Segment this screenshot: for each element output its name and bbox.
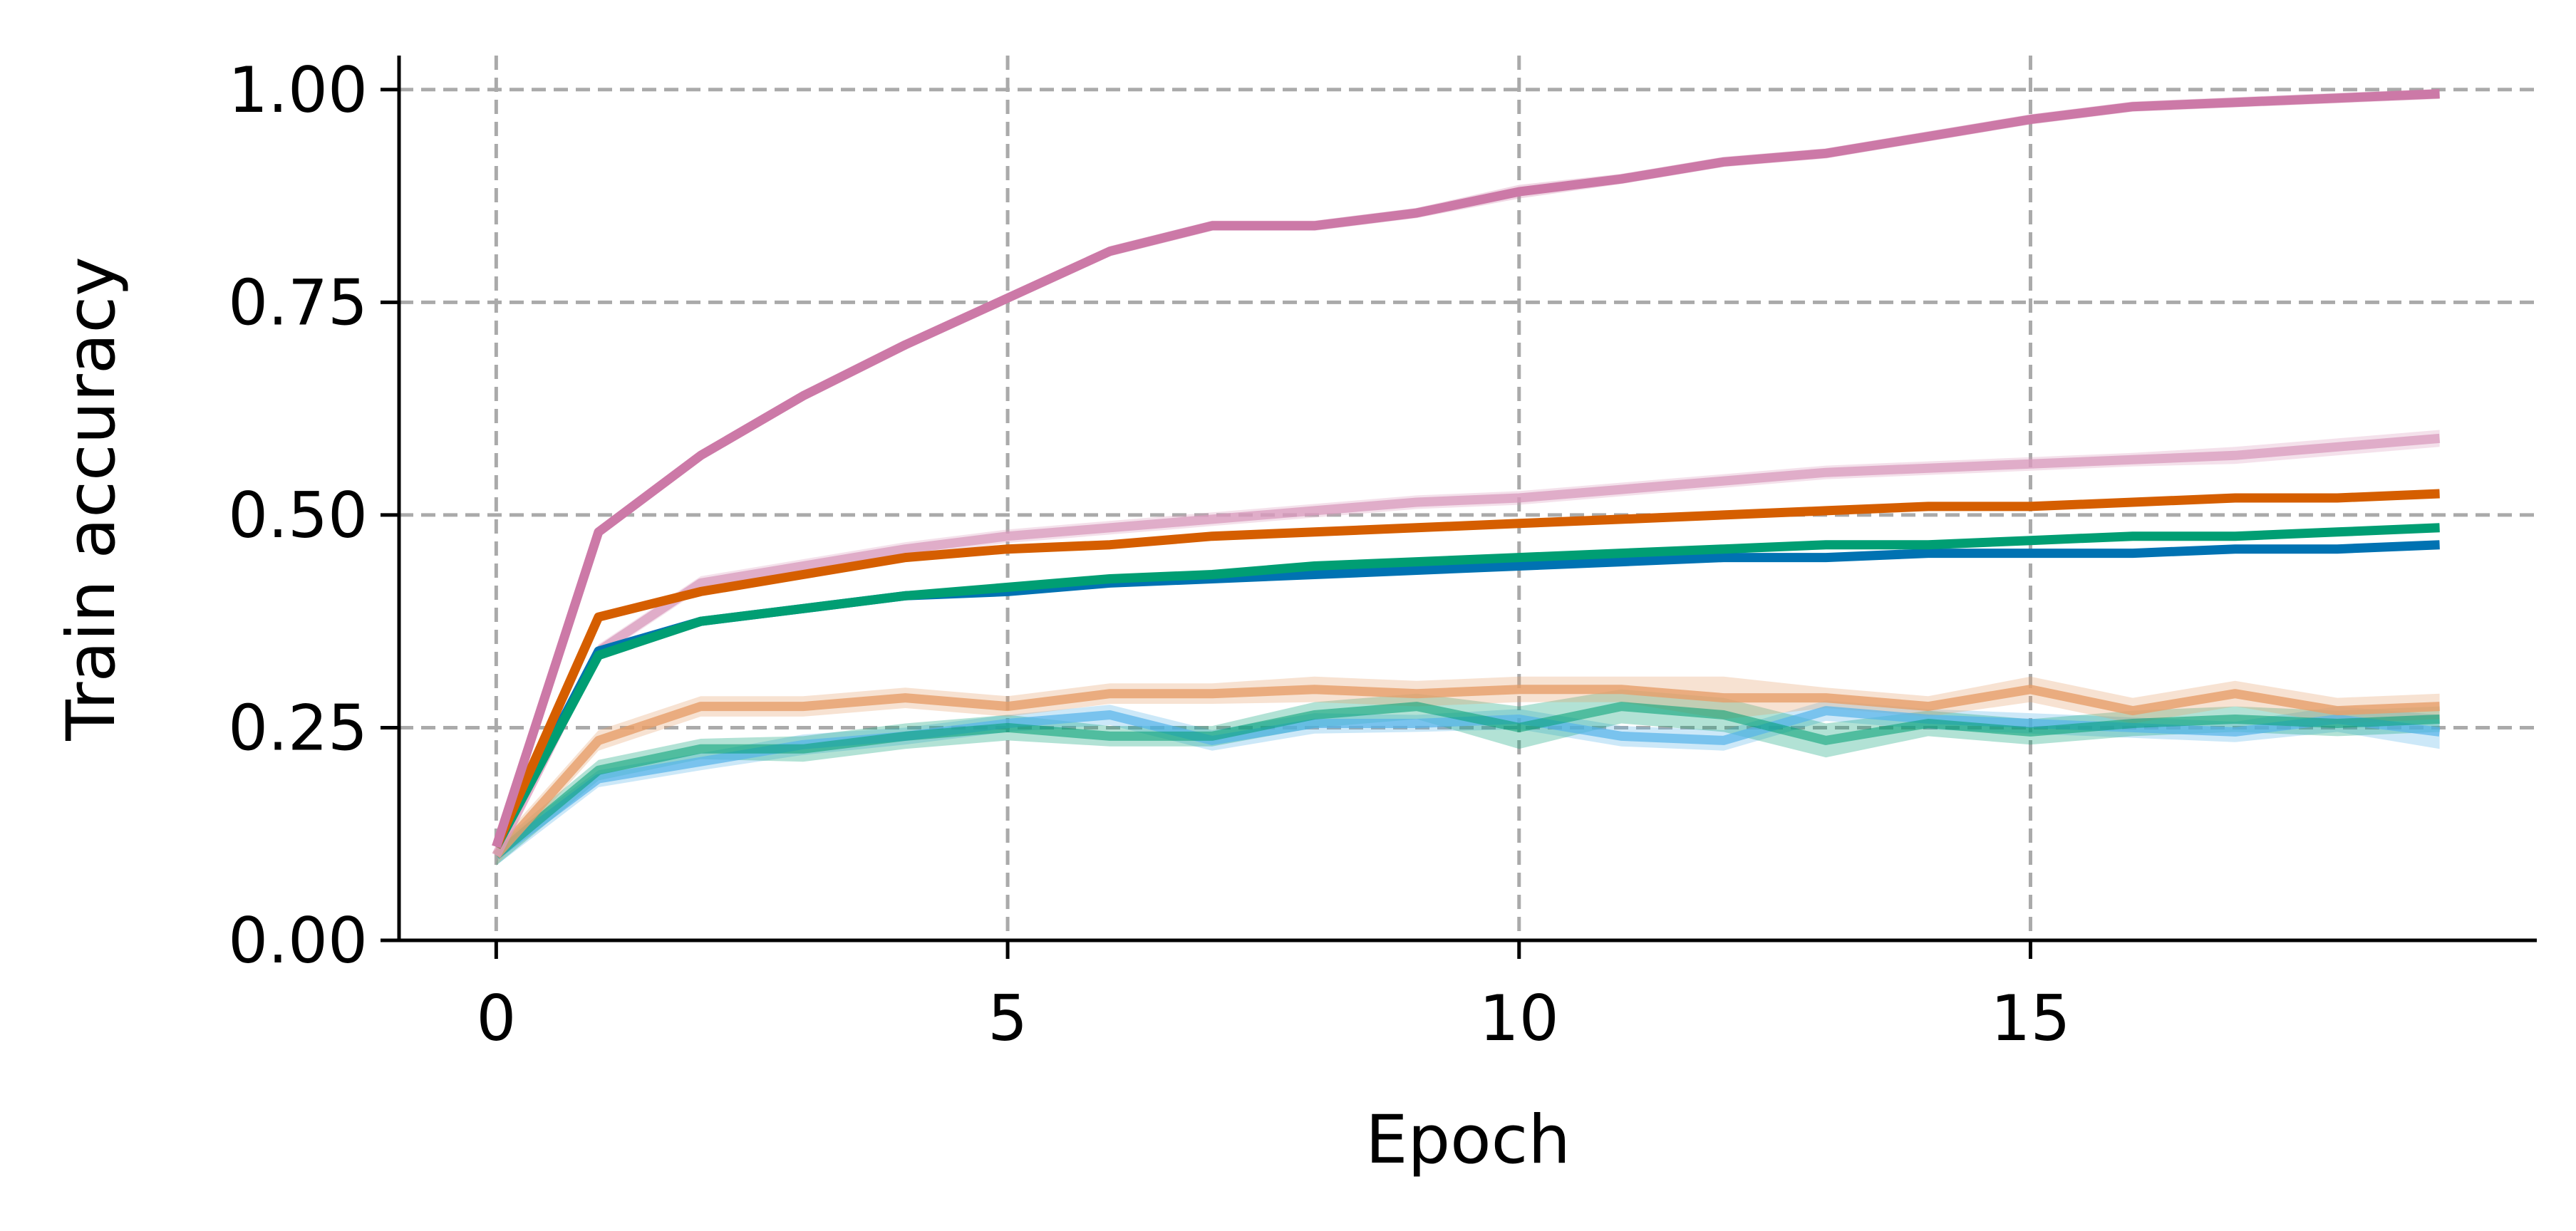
x-axis-label: Epoch	[1365, 1101, 1571, 1179]
x-tick-label: 15	[1990, 982, 2070, 1055]
y-tick-label: 0.25	[228, 691, 368, 764]
x-tick-label: 5	[988, 982, 1028, 1055]
series-band-3	[496, 430, 2440, 863]
y-tick-label: 1.00	[228, 53, 368, 127]
series-line-2	[492, 685, 2440, 858]
series-lines	[492, 89, 2441, 859]
y-axis-label: Train accuracy	[53, 256, 130, 742]
y-tick-label: 0.50	[228, 479, 368, 552]
series-line-3	[492, 433, 2441, 858]
x-tick-label: 10	[1479, 982, 1559, 1055]
series-band-6	[496, 490, 2440, 851]
y-tick-label: 0.00	[228, 904, 368, 977]
y-tick-label: 0.75	[228, 266, 368, 339]
axes	[397, 56, 2537, 942]
series-line-5	[492, 523, 2440, 849]
series-line-6	[492, 489, 2440, 849]
series-line-7	[492, 89, 2440, 848]
ticks: 0.00 0.25 0.50 0.75 1.00 0 5 10 15	[228, 53, 2070, 1055]
x-tick-label: 0	[476, 982, 516, 1055]
series-line-1	[493, 702, 2440, 859]
